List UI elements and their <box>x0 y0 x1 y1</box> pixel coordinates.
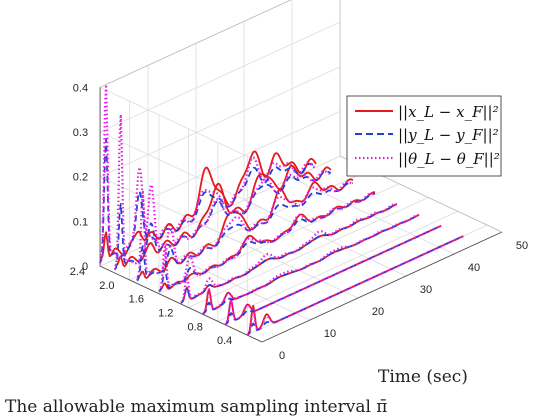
series-line-x <box>158 191 376 292</box>
tick-labels: 010203040500.40.81.21.62.02.400.10.20.30… <box>70 82 528 362</box>
x-axis-label: Time (sec) <box>378 367 468 387</box>
series-line-x <box>99 150 317 259</box>
series-line-y <box>114 170 332 270</box>
series-line-theta <box>202 213 420 315</box>
series-line-y <box>246 235 464 336</box>
y-axis-label: The allowable maximum sampling interval … <box>5 397 387 417</box>
series-lines <box>99 83 464 336</box>
grid-line <box>99 176 263 253</box>
legend: ||x_L − x_F||² ||y_L − y_F||² ||θ_L − θ_… <box>346 95 502 177</box>
y-tick-label: 0.8 <box>188 321 203 333</box>
x-tick-label: 0 <box>279 350 285 362</box>
series-line-y <box>224 224 442 326</box>
y-tick-label: 2.0 <box>99 280 114 292</box>
x-axis-line <box>261 231 503 343</box>
back-edge <box>99 0 292 88</box>
grid-line <box>99 21 341 133</box>
series-line-theta <box>246 235 464 336</box>
grid-line <box>99 111 341 222</box>
legend-label-theta: ||θ_L − θ_F||² <box>398 150 500 168</box>
x-tick-label: 30 <box>420 284 432 296</box>
series-line-theta <box>158 192 375 292</box>
series-line-y <box>158 192 376 293</box>
grid-line <box>99 0 292 88</box>
z-tick-label: 0 <box>82 261 88 273</box>
y-tick-label: 1.2 <box>158 308 173 320</box>
series-line-x <box>136 178 354 279</box>
y-tick-label: 2.4 <box>70 266 85 278</box>
series-line-theta <box>180 203 398 303</box>
x-tick-label: 40 <box>468 262 480 274</box>
z-tick-label: 0.1 <box>73 216 88 228</box>
grid-line <box>217 210 459 322</box>
z-tick-label: 0.3 <box>73 127 88 139</box>
grid-line <box>99 131 263 209</box>
legend-label-y: ||y_L − y_F||² <box>398 126 499 144</box>
y-axis-line <box>99 265 263 343</box>
legend-label-x: ||x_L − x_F||² <box>398 103 499 121</box>
grid-line <box>99 66 341 178</box>
series-line-theta <box>99 83 317 264</box>
x-tick-label: 20 <box>372 306 384 318</box>
z-tick-label: 0.2 <box>73 172 88 184</box>
z-tick-label: 0.4 <box>73 82 88 94</box>
grid-line <box>99 86 263 164</box>
x-tick-label: 50 <box>516 240 528 252</box>
y-tick-label: 1.6 <box>129 294 144 306</box>
grid-line <box>188 197 429 308</box>
x-tick-label: 10 <box>324 328 336 340</box>
legend-box <box>346 95 502 177</box>
series-line-y <box>99 138 317 263</box>
y-tick-label: 0.4 <box>217 335 232 347</box>
series-line-theta <box>136 180 354 281</box>
series-line-y <box>136 182 353 282</box>
